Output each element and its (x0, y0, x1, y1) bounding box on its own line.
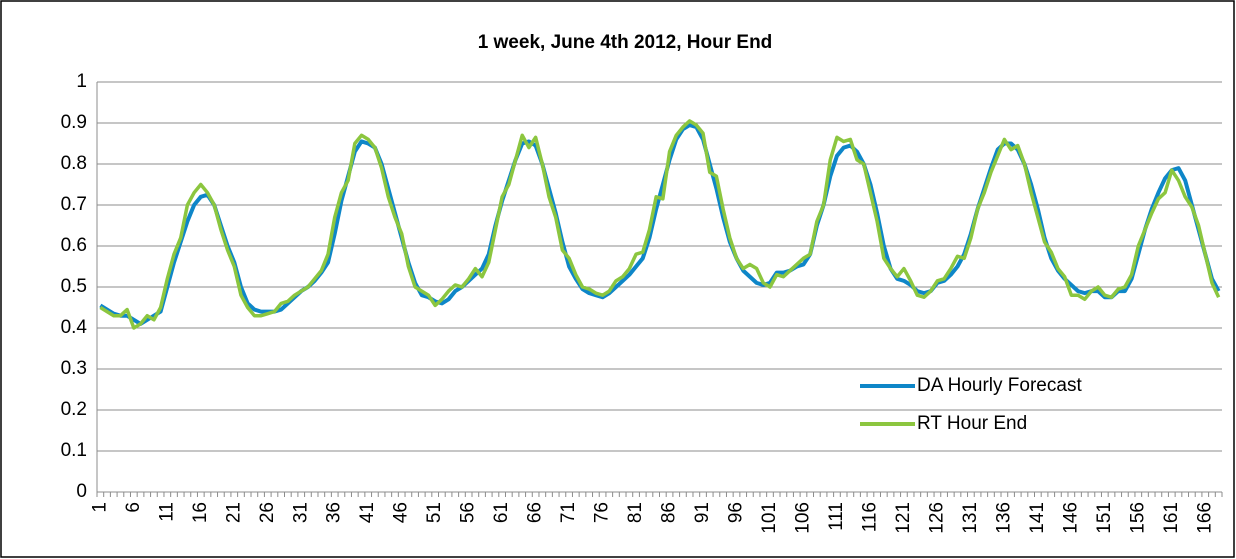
y-tick-label: 0.2 (61, 399, 87, 420)
x-tick-label: 141 (1027, 502, 1048, 534)
x-tick-label: 56 (458, 502, 479, 523)
y-tick-label: 0.7 (61, 194, 87, 215)
x-tick-label: 116 (859, 502, 880, 532)
y-tick-label: 0.5 (61, 276, 87, 297)
legend-label: DA Hourly Forecast (917, 375, 1082, 396)
series-line (99, 119, 1221, 330)
x-tick-label: 76 (592, 502, 613, 523)
x-tick-label: 121 (893, 502, 914, 534)
x-tick-label: 86 (659, 502, 680, 523)
x-tick-label: 6 (123, 502, 144, 513)
x-tick-label: 101 (759, 502, 780, 534)
x-tick-label: 166 (1194, 502, 1215, 534)
x-tick-label: 161 (1161, 502, 1182, 534)
x-tick-label: 111 (826, 502, 847, 531)
x-tick-label: 91 (692, 502, 713, 523)
x-tick-label: 46 (391, 502, 412, 523)
x-tick-label: 61 (491, 502, 512, 523)
x-tick-label: 66 (525, 502, 546, 523)
x-tick-label: 136 (993, 502, 1014, 534)
x-tick-label: 71 (558, 502, 579, 523)
y-tick-label: 0.8 (61, 153, 87, 174)
y-tick-label: 0 (76, 481, 87, 502)
x-tick-label: 16 (190, 502, 211, 523)
x-tick-label: 1 (89, 502, 110, 513)
x-tick-label: 31 (290, 502, 311, 523)
y-tick-label: 0.1 (61, 440, 87, 461)
y-tick-label: 0.3 (61, 358, 87, 379)
legend-label: RT Hour End (917, 413, 1027, 434)
x-tick-label: 81 (625, 502, 646, 523)
x-tick-label: 21 (223, 502, 244, 523)
x-tick-label: 36 (324, 502, 345, 523)
y-tick-label: 0.9 (61, 112, 87, 133)
y-tick-label: 0.4 (61, 317, 88, 338)
x-tick-label: 41 (357, 502, 378, 523)
x-tick-label: 151 (1094, 502, 1115, 534)
x-tick-label: 106 (792, 502, 813, 534)
x-tick-label: 11 (156, 502, 177, 522)
x-tick-label: 146 (1060, 502, 1081, 534)
y-tick-label: 0.6 (61, 235, 87, 256)
x-tick-label: 96 (726, 502, 747, 523)
x-tick-label: 131 (960, 502, 981, 534)
x-tick-label: 126 (926, 502, 947, 534)
x-tick-label: 26 (257, 502, 278, 523)
x-tick-label: 51 (424, 502, 445, 523)
y-tick-label: 1 (76, 71, 87, 92)
chart-title: 1 week, June 4th 2012, Hour End (478, 32, 773, 53)
x-tick-label: 156 (1127, 502, 1148, 534)
